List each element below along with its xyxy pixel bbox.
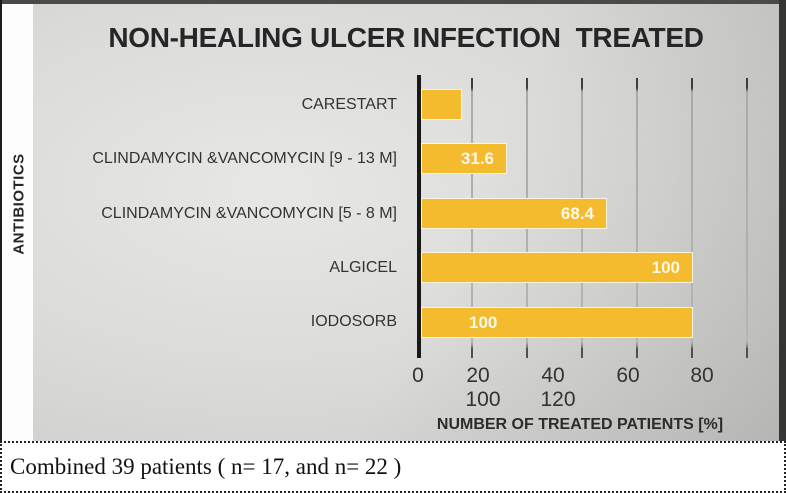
figure-right-border bbox=[779, 0, 786, 442]
chart-plot-background bbox=[33, 4, 779, 442]
bar-iodosorb: 100 bbox=[421, 307, 693, 338]
x-tick-label-80: 80 bbox=[690, 364, 714, 387]
x-tick-label-0: 0 bbox=[412, 364, 424, 387]
bar-clinda-5-8: 68.4 bbox=[421, 198, 607, 229]
figure-left-border bbox=[0, 0, 2, 442]
gridline-80 bbox=[636, 78, 638, 348]
bar-value-label: 100 bbox=[651, 257, 680, 277]
x-tick-label-60: 60 bbox=[616, 364, 640, 387]
x-tick-mark-60 bbox=[581, 348, 583, 358]
category-label-algicel: ALGICEL bbox=[329, 259, 397, 276]
category-label-carestart: CARESTART bbox=[301, 96, 397, 113]
chart-title: NON-HEALING ULCER INFECTION TREATED bbox=[108, 22, 704, 53]
bar-value-label: 100 bbox=[469, 312, 498, 332]
y-axis-line bbox=[417, 75, 421, 358]
x-tick-label-20: 20 bbox=[466, 364, 490, 387]
bar-algicel: 100 bbox=[421, 252, 693, 283]
x-tick-label-100: 100 bbox=[465, 388, 501, 411]
x-tick-mark-40 bbox=[526, 348, 528, 358]
x-tick-label-40: 40 bbox=[541, 364, 565, 387]
gridline-120 bbox=[746, 78, 748, 348]
bar-value-label: 68.4 bbox=[560, 203, 594, 223]
caption-box: Combined 39 patients ( n= 17, and n= 22 … bbox=[0, 441, 786, 493]
category-label-clinda-5-8: CLINDAMYCIN &VANCOMYCIN [5 - 8 M] bbox=[101, 205, 397, 222]
x-tick-mark-20 bbox=[471, 348, 473, 358]
category-label-iodosorb: IODOSORB bbox=[310, 313, 397, 330]
bar-clinda-9-13: 31.6 bbox=[421, 143, 507, 174]
figure-top-border bbox=[0, 0, 786, 4]
caption-text: Combined 39 patients ( n= 17, and n= 22 … bbox=[10, 454, 402, 479]
x-tick-mark-120 bbox=[746, 348, 748, 358]
x-tick-mark-100 bbox=[691, 348, 693, 358]
x-axis-title: NUMBER OF TREATED PATIENTS [%] bbox=[436, 416, 724, 433]
bar-value-label: 31.6 bbox=[460, 148, 494, 168]
bar-carestart bbox=[421, 89, 462, 120]
x-tick-mark-80 bbox=[636, 348, 638, 358]
category-label-clinda-9-13: CLINDAMYCIN &VANCOMYCIN [9 - 13 M] bbox=[92, 150, 397, 167]
gridline-100 bbox=[691, 78, 693, 348]
y-axis-title: ANTIBIOTICS bbox=[10, 153, 28, 255]
y-axis-strip: ANTIBIOTICS bbox=[2, 4, 33, 442]
x-tick-label-120: 120 bbox=[540, 388, 576, 411]
